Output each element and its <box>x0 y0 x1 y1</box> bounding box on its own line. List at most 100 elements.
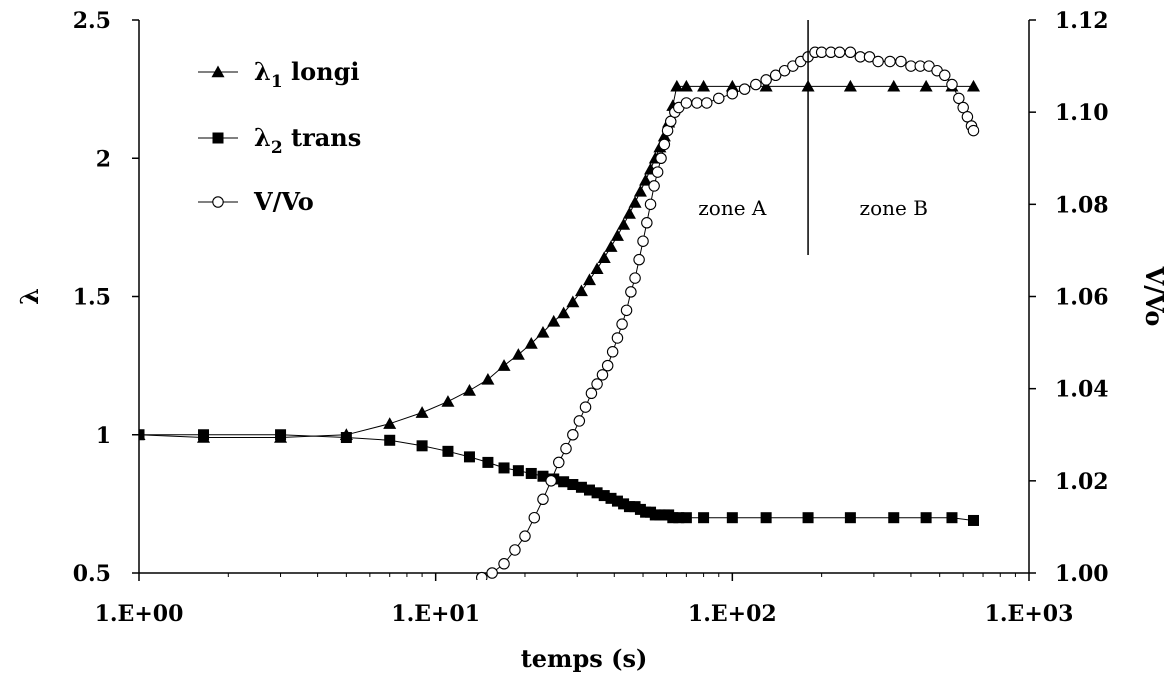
y2-tick-label: 1.00 <box>1055 561 1109 587</box>
data-point <box>637 235 649 247</box>
data-point <box>713 92 725 105</box>
data-point <box>567 428 579 441</box>
data-point <box>919 79 933 92</box>
data-point <box>498 558 510 570</box>
data-point <box>524 337 538 349</box>
data-point <box>463 451 475 463</box>
zone-label: zone A <box>698 196 767 220</box>
data-point <box>888 512 900 524</box>
data-point <box>957 101 969 114</box>
x-tick-label: 1.E+01 <box>391 601 480 627</box>
data-point <box>726 87 739 100</box>
data-point <box>920 512 932 524</box>
data-point <box>547 314 561 327</box>
data-point <box>680 97 693 109</box>
data-point <box>606 346 619 358</box>
data-point <box>657 129 671 142</box>
legend-marker <box>212 196 224 208</box>
y-tick-label: 2.5 <box>73 8 111 34</box>
data-point <box>673 512 685 524</box>
data-point <box>611 495 623 507</box>
data-point <box>697 79 711 92</box>
legend-marker <box>212 132 224 144</box>
data-point <box>566 295 580 308</box>
data-point <box>497 359 511 371</box>
data-point <box>537 493 549 506</box>
data-point <box>938 69 951 82</box>
data-point <box>670 79 684 92</box>
data-point <box>560 442 572 455</box>
legend-item: λ2 trans <box>198 123 361 158</box>
series-line <box>139 85 974 438</box>
data-point <box>884 55 896 68</box>
data-point <box>601 359 614 372</box>
data-point <box>843 79 857 92</box>
data-point <box>545 475 557 487</box>
data-point <box>726 512 738 524</box>
data-point <box>622 207 636 219</box>
data-point <box>605 492 617 504</box>
y-tick-label: 2 <box>96 146 111 172</box>
legend: λ1 longi λ2 trans V/Vo <box>198 57 361 216</box>
data-point <box>625 286 637 298</box>
data-point <box>680 512 692 524</box>
data-point <box>528 511 541 524</box>
data-point <box>509 544 521 556</box>
data-point <box>639 173 653 186</box>
data-point <box>658 138 671 151</box>
data-point <box>617 218 631 230</box>
data-point <box>591 487 603 499</box>
data-point <box>583 484 595 496</box>
data-point <box>953 92 965 105</box>
data-point <box>633 184 647 197</box>
data-point <box>967 124 980 137</box>
axes: 1.E+00 1.E+01 1.E+02 1.E+03 0.5 1 1.5 2 2.5 1.00 1… <box>15 8 1169 673</box>
data-point <box>644 198 657 211</box>
data-point <box>139 429 145 441</box>
x-tick-label: 1.E+03 <box>985 601 1074 627</box>
y2-tick-label: 1.10 <box>1055 100 1109 126</box>
data-point <box>476 571 488 580</box>
data-point <box>441 395 455 407</box>
data-point <box>844 512 856 524</box>
data-point <box>574 284 588 297</box>
series-line <box>481 51 974 579</box>
y2-axis-label: V/Vo <box>1140 266 1169 327</box>
series-layer <box>139 46 980 580</box>
data-point <box>760 512 772 524</box>
legend-marker <box>211 65 225 78</box>
data-point <box>340 432 352 444</box>
data-point <box>655 152 667 165</box>
data-point <box>536 325 550 338</box>
x-axis-label: temps (s) <box>521 644 648 673</box>
data-point <box>598 490 610 502</box>
data-point <box>590 262 604 275</box>
data-point <box>616 318 628 330</box>
y2-tick-label: 1.02 <box>1055 469 1109 495</box>
legend-label: V/Vo <box>253 187 314 216</box>
data-point <box>512 465 524 477</box>
y2-tick-label: 1.12 <box>1055 8 1109 34</box>
series-2 <box>139 429 979 526</box>
data-point <box>667 512 679 524</box>
data-point <box>618 498 630 510</box>
data-point <box>760 74 772 86</box>
data-point <box>525 467 537 479</box>
data-point <box>596 369 609 381</box>
data-point <box>946 78 958 91</box>
data-point <box>738 83 751 95</box>
data-point <box>679 79 693 92</box>
y-axis-label: λ <box>15 288 44 305</box>
data-point <box>691 97 703 109</box>
data-point <box>198 429 210 441</box>
data-point <box>384 434 396 446</box>
data-point <box>651 166 664 178</box>
y-tick-label: 1.5 <box>73 285 111 311</box>
data-point <box>966 79 980 92</box>
data-point <box>573 415 586 427</box>
legend-label: λ1 longi <box>254 57 360 92</box>
data-point <box>633 253 645 266</box>
data-point <box>558 476 570 488</box>
annotations: zone A zone B <box>698 20 928 256</box>
